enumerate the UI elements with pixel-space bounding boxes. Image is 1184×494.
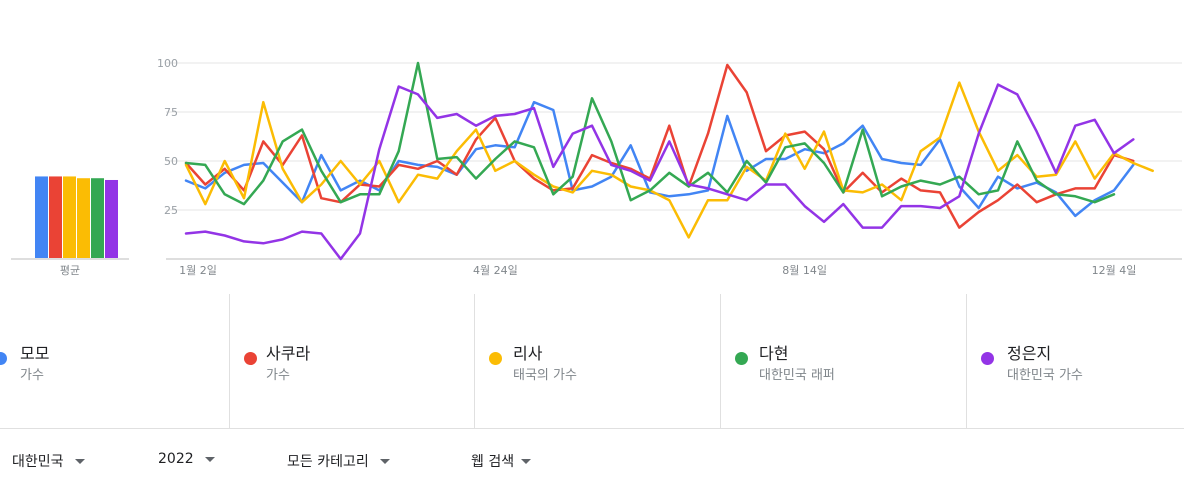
term-jeongeunji[interactable]: 정은지 대한민국 가수: [967, 294, 1184, 428]
series-line: [184, 83, 1135, 261]
x-tick-label: 12월 4일: [1092, 263, 1137, 277]
term-color-dot: [981, 352, 994, 365]
caret-down-icon: [74, 458, 85, 464]
period-value: 2022: [158, 451, 194, 467]
period-dropdown[interactable]: 2022: [158, 451, 215, 467]
category-value: 모든 카테고리: [287, 454, 369, 470]
term-description: 가수: [266, 368, 290, 383]
term-name: 다현: [759, 344, 789, 363]
average-bar: [35, 176, 48, 258]
term-color-dot: [735, 352, 748, 365]
x-tick-label: 8월 14일: [782, 263, 827, 277]
term-divider: [966, 294, 967, 428]
filter-bar: 대한민국 2022 모든 카테고리 웹 검색: [0, 429, 1184, 494]
region-dropdown[interactable]: 대한민국: [12, 451, 85, 471]
caret-down-icon: [379, 458, 390, 464]
average-label: 평균: [60, 264, 80, 277]
section-divider: [0, 428, 1184, 429]
trend-chart: 25 50 75 100 1월 2일 4월 24일 8월 14일 12월 4일 평균: [11, 57, 1182, 277]
term-color-dot: [244, 352, 257, 365]
y-tick-label: 75: [164, 106, 178, 119]
caret-down-icon: [521, 458, 532, 464]
term-divider: [474, 294, 475, 428]
series-line: [184, 61, 1116, 206]
x-tick-label: 1월 2일: [179, 263, 217, 277]
average-bar: [49, 176, 62, 258]
term-divider: [229, 294, 230, 428]
average-bar: [105, 179, 118, 258]
caret-down-icon: [204, 456, 215, 462]
average-bar: [63, 176, 76, 258]
search-type-value: 웹 검색: [471, 454, 515, 470]
series-line: [184, 63, 1135, 229]
term-dahyun[interactable]: 다현 대한민국 래퍼: [721, 294, 966, 428]
y-tick-label: 50: [164, 155, 178, 168]
term-name: 모모: [20, 344, 50, 363]
average-bar: [77, 178, 90, 258]
region-value: 대한민국: [12, 454, 64, 470]
term-lisa[interactable]: 리사 태국의 가수: [475, 294, 720, 428]
search-type-dropdown[interactable]: 웹 검색: [471, 451, 532, 471]
term-description: 태국의 가수: [513, 368, 577, 383]
term-name: 리사: [513, 344, 543, 363]
y-tick-label: 100: [157, 57, 178, 70]
term-color-dot: [489, 352, 502, 365]
trend-chart-svg: 25 50 75 100 1월 2일 4월 24일 8월 14일 12월 4일 평균: [11, 57, 1182, 277]
term-momo[interactable]: 모모 가수: [0, 294, 229, 428]
term-sakura[interactable]: 사쿠라 가수: [230, 294, 474, 428]
term-name: 사쿠라: [266, 344, 311, 363]
category-dropdown[interactable]: 모든 카테고리: [287, 451, 390, 471]
term-name: 정은지: [1007, 344, 1052, 363]
term-description: 대한민국 가수: [1007, 368, 1083, 383]
term-description: 대한민국 래퍼: [759, 368, 835, 383]
term-description: 가수: [20, 368, 44, 383]
x-tick-label: 4월 24일: [473, 263, 518, 277]
average-bar: [91, 178, 104, 258]
series-line: [184, 81, 1154, 239]
search-terms-legend: 모모 가수 사쿠라 가수 리사 태국의 가수 다현 대한민국 래퍼 정은지 대한…: [0, 294, 1184, 428]
term-color-dot: [0, 352, 7, 365]
term-divider: [720, 294, 721, 428]
y-tick-label: 25: [164, 204, 178, 217]
